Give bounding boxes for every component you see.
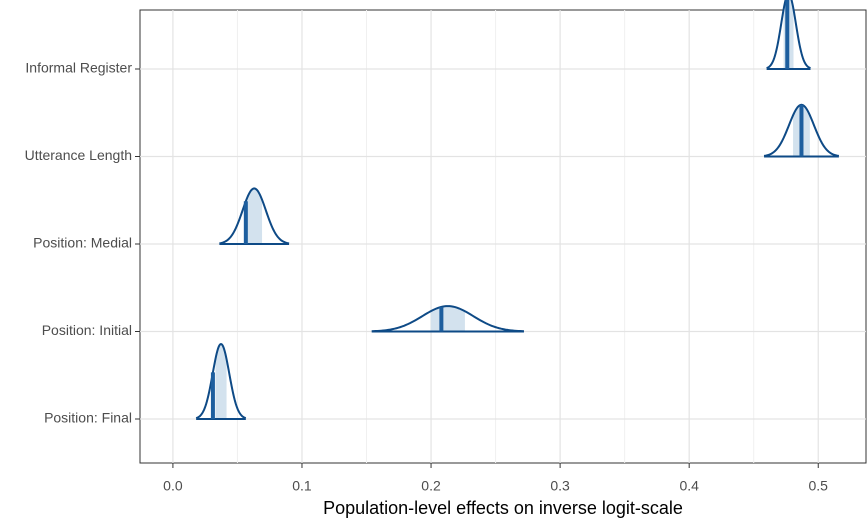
y-tick-label: Informal Register <box>25 60 132 76</box>
y-tick-label: Position: Final <box>44 410 132 426</box>
interval-area <box>246 188 263 244</box>
y-tick-label: Position: Initial <box>42 322 132 338</box>
density-curve <box>219 187 290 245</box>
x-tick-label: 0.3 <box>550 478 570 494</box>
x-tick-label: 0.0 <box>163 478 183 494</box>
interval-area <box>215 344 227 419</box>
x-tick-label: 0.5 <box>809 478 829 494</box>
x-tick-label: 0.2 <box>421 478 441 494</box>
interval-area <box>430 306 465 332</box>
x-tick-label: 0.1 <box>292 478 312 494</box>
y-tick-label: Position: Medial <box>33 235 132 251</box>
x-axis-title: Population-level effects on inverse logi… <box>323 498 683 518</box>
x-tick-label: 0.4 <box>679 478 699 494</box>
density-curve <box>371 305 525 333</box>
y-tick-label: Utterance Length <box>25 147 132 163</box>
density-curve <box>195 342 247 420</box>
